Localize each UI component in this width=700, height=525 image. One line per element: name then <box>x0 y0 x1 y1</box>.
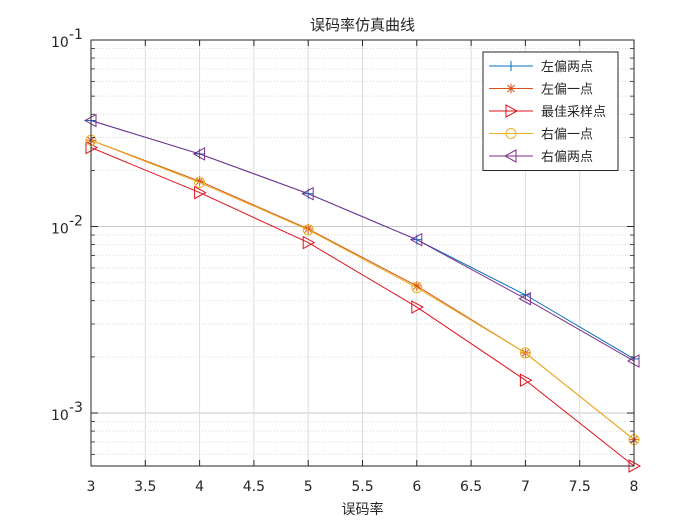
legend-entry: 左偏一点 <box>489 83 593 98</box>
y-tick-exponent: -2 <box>69 214 83 230</box>
legend-label: 右偏两点 <box>541 150 593 165</box>
legend-entry: 最佳采样点 <box>489 104 606 120</box>
legend-entry: 右偏两点 <box>489 149 593 165</box>
x-tick-label: 3.5 <box>134 479 156 495</box>
legend-label: 左偏一点 <box>541 83 593 98</box>
data-point <box>411 300 424 314</box>
series-line <box>90 139 635 441</box>
data-point <box>194 177 206 189</box>
data-point <box>302 235 316 250</box>
x-tick-label: 6 <box>412 479 421 495</box>
x-tick-label: 8 <box>630 479 639 495</box>
data-point <box>194 185 207 200</box>
series-line <box>90 120 635 362</box>
legend-label: 左偏两点 <box>541 60 593 75</box>
series-layer <box>83 113 642 473</box>
series <box>85 134 640 446</box>
axis-ticks: 10 -110 -210 -33 3.5 4 4.5 5 5.5 6 6.5 7 7.5 8 <box>51 27 638 495</box>
data-point <box>302 224 314 236</box>
legend-entry: 左偏两点 <box>489 60 593 75</box>
x-tick-label: 4.5 <box>243 479 265 495</box>
legend-label: 最佳采样点 <box>541 105 606 120</box>
series-line <box>90 147 635 467</box>
data-point <box>518 291 531 306</box>
data-point <box>505 104 519 118</box>
x-tick-label: 3 <box>87 479 96 495</box>
data-point <box>505 128 517 139</box>
data-point <box>192 147 206 161</box>
x-tick-label: 7 <box>521 479 530 495</box>
y-tick-label: 10 <box>51 222 69 238</box>
chart-title: 误码率仿真曲线 <box>310 16 415 34</box>
x-tick-label: 5 <box>304 479 313 495</box>
x-tick-label: 5.5 <box>351 479 373 495</box>
data-point <box>506 61 516 71</box>
data-point <box>409 232 423 247</box>
x-tick-label: 4 <box>195 479 204 495</box>
x-tick-label: 6.5 <box>460 479 482 495</box>
y-tick-label: 10 <box>51 408 69 424</box>
data-point <box>506 83 516 94</box>
x-axis-label: 误码率 <box>342 501 384 518</box>
y-tick-exponent: -1 <box>69 27 83 43</box>
data-point <box>411 282 423 294</box>
data-point <box>301 186 314 201</box>
y-tick-exponent: -3 <box>69 400 83 416</box>
data-point <box>519 347 531 359</box>
y-tick-label: 10 <box>51 35 69 51</box>
legend-entry: 右偏一点 <box>489 128 593 143</box>
x-tick-label: 7.5 <box>569 479 591 495</box>
data-point <box>303 223 314 234</box>
legend-label: 右偏一点 <box>541 128 593 143</box>
data-point <box>503 149 517 163</box>
data-point <box>519 373 533 388</box>
